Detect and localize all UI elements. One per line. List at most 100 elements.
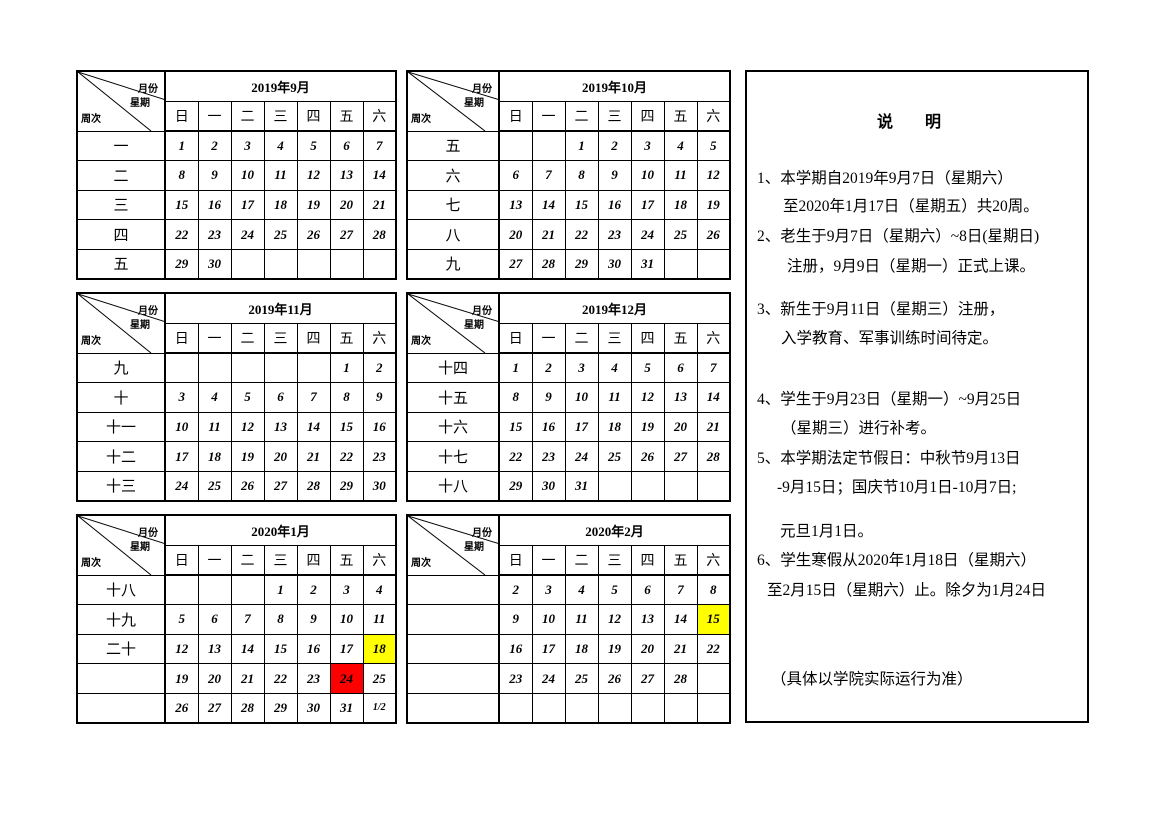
day-cell: 13 xyxy=(197,633,232,665)
day-cell: 14 xyxy=(531,189,566,221)
day-cell: 20 xyxy=(663,411,698,443)
day-cell: 29 xyxy=(498,470,533,502)
day-cell: 1 xyxy=(329,352,364,384)
day-cell xyxy=(197,574,232,606)
day-cell: 8 xyxy=(263,604,298,635)
day-cell: 6 xyxy=(197,604,232,635)
week-number xyxy=(406,633,500,665)
day-cell: 23 xyxy=(296,663,331,694)
weekday-header: 三 xyxy=(597,100,632,132)
weekday-header: 五 xyxy=(663,544,698,576)
weekday-header: 二 xyxy=(564,100,599,132)
day-cell: 10 xyxy=(164,411,199,443)
day-cell: 5 xyxy=(230,382,265,413)
day-cell: 2 xyxy=(197,130,232,162)
day-cell xyxy=(197,352,232,384)
header-corner: 月份 星期 周次 xyxy=(406,70,500,132)
day-cell: 30 xyxy=(197,248,232,280)
day-cell: 5 xyxy=(296,130,331,162)
corner-month-label: 月份 xyxy=(138,84,158,95)
day-cell: 21 xyxy=(663,633,698,665)
note-line: 6、学生寒假从2020年1月18日（星期六） xyxy=(757,552,1037,569)
day-cell: 16 xyxy=(296,633,331,665)
month-title: 2019年11月 xyxy=(164,292,397,324)
day-cell: 10 xyxy=(230,160,265,191)
day-cell: 4 xyxy=(597,352,632,384)
header-corner: 月份 星期 周次 xyxy=(406,292,500,354)
day-cell: 8 xyxy=(498,382,533,413)
day-cell: 2 xyxy=(296,574,331,606)
day-cell: 11 xyxy=(564,604,599,635)
corner-weekday-label: 星期 xyxy=(464,98,484,109)
day-cell: 21 xyxy=(230,663,265,694)
day-cell: 18 xyxy=(564,633,599,665)
day-cell: 29 xyxy=(564,248,599,280)
day-cell: 27 xyxy=(329,219,364,250)
day-cell: 16 xyxy=(531,411,566,443)
day-cell: 28 xyxy=(663,663,698,694)
day-cell: 24 xyxy=(630,219,665,250)
day-cell: 27 xyxy=(498,248,533,280)
day-cell: 19 xyxy=(597,633,632,665)
weekday-header: 日 xyxy=(164,322,199,354)
day-cell: 4 xyxy=(564,574,599,606)
month-title: 2020年1月 xyxy=(164,514,397,546)
day-cell: 18 xyxy=(263,189,298,221)
day-cell: 8 xyxy=(696,574,731,606)
week-number xyxy=(76,663,166,694)
day-cell: 29 xyxy=(263,692,298,724)
day-cell: 15 xyxy=(498,411,533,443)
corner-month-label: 月份 xyxy=(138,528,158,539)
header-corner: 月份 星期 周次 xyxy=(76,70,166,132)
week-number: 十六 xyxy=(406,411,500,443)
weekday-header: 四 xyxy=(296,322,331,354)
day-cell: 30 xyxy=(362,470,397,502)
day-cell xyxy=(164,574,199,606)
day-cell: 10 xyxy=(531,604,566,635)
weekday-header: 日 xyxy=(498,544,533,576)
day-cell xyxy=(498,692,533,724)
week-number: 十 xyxy=(76,382,166,413)
day-cell: 13 xyxy=(329,160,364,191)
day-cell: 5 xyxy=(164,604,199,635)
day-cell: 11 xyxy=(197,411,232,443)
day-cell: 9 xyxy=(531,382,566,413)
day-cell: 8 xyxy=(564,160,599,191)
header-corner: 月份 星期 周次 xyxy=(76,514,166,576)
week-number xyxy=(406,574,500,606)
corner-month-label: 月份 xyxy=(472,528,492,539)
day-cell: 2 xyxy=(498,574,533,606)
weekday-header: 三 xyxy=(597,544,632,576)
day-cell: 3 xyxy=(329,574,364,606)
week-number: 十一 xyxy=(76,411,166,443)
day-cell: 20 xyxy=(263,441,298,472)
weekday-header: 二 xyxy=(564,322,599,354)
weekday-header: 日 xyxy=(498,100,533,132)
day-cell xyxy=(230,352,265,384)
week-number xyxy=(406,604,500,635)
day-cell xyxy=(362,248,397,280)
weekday-header: 四 xyxy=(630,544,665,576)
day-cell: 7 xyxy=(663,574,698,606)
day-cell: 16 xyxy=(498,633,533,665)
day-cell: 8 xyxy=(164,160,199,191)
week-number: 十二 xyxy=(76,441,166,472)
day-cell: 18 xyxy=(197,441,232,472)
week-number: 八 xyxy=(406,219,500,250)
day-cell: 12 xyxy=(164,633,199,665)
day-cell: 21 xyxy=(362,189,397,221)
weekday-header: 四 xyxy=(296,100,331,132)
week-number: 一 xyxy=(76,130,166,162)
corner-week-label: 周次 xyxy=(411,114,431,125)
day-cell xyxy=(263,248,298,280)
weekday-header: 六 xyxy=(696,100,731,132)
week-number: 五 xyxy=(406,130,500,162)
day-cell: 5 xyxy=(696,130,731,162)
day-cell: 1 xyxy=(164,130,199,162)
note-line: 元旦1月1日。 xyxy=(780,523,874,540)
day-cell xyxy=(696,470,731,502)
day-cell: 24 xyxy=(329,663,364,694)
day-cell: 9 xyxy=(498,604,533,635)
weekday-header: 六 xyxy=(696,322,731,354)
day-cell xyxy=(696,663,731,694)
